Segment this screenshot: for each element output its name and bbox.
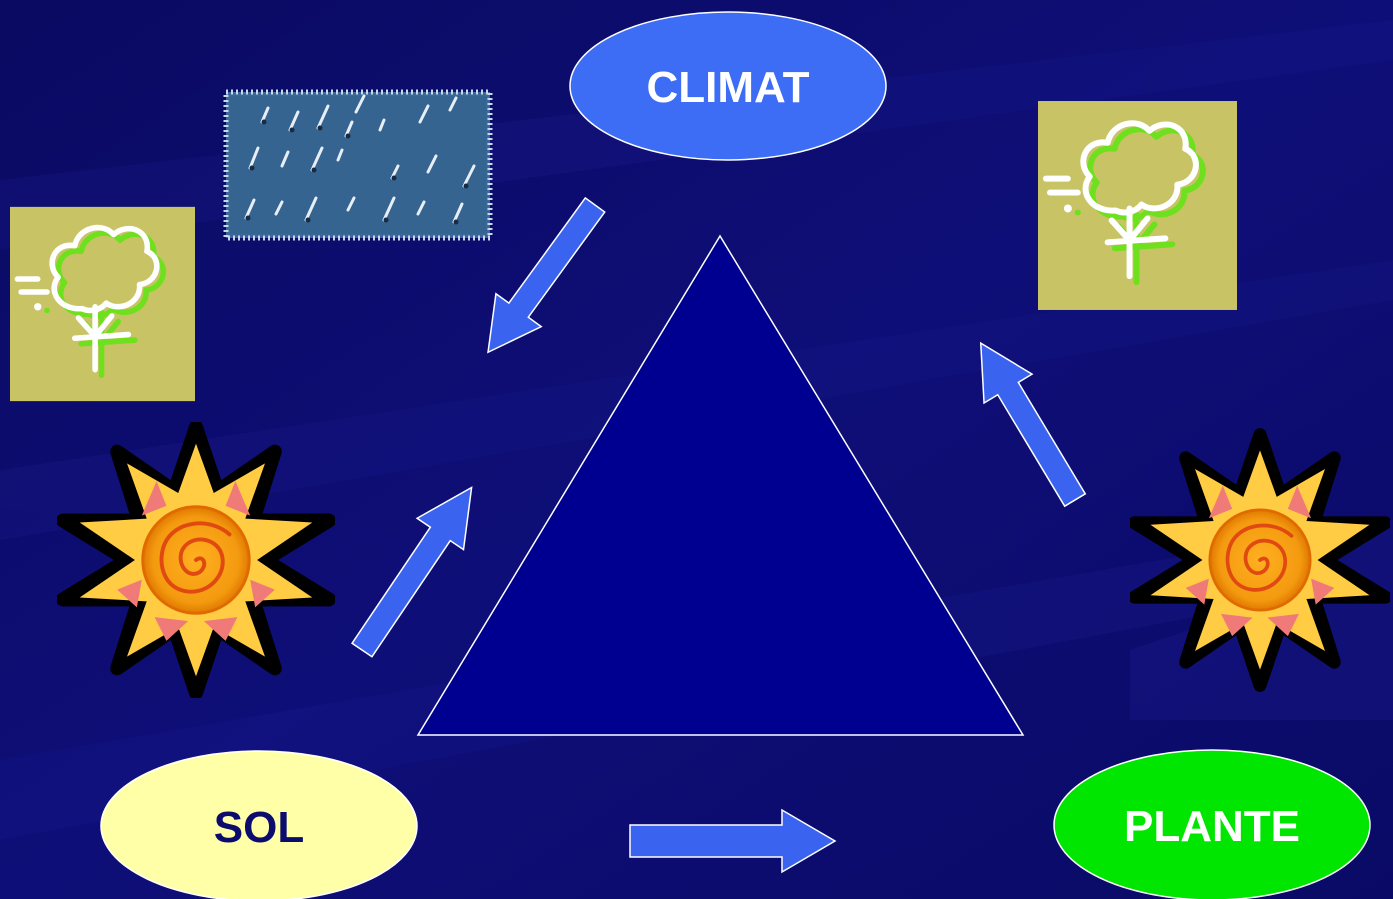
sol-ellipse xyxy=(100,750,418,899)
arrow-sol-to-center xyxy=(351,486,473,658)
rain-icon xyxy=(223,89,493,241)
plante-label: PLANTE xyxy=(1124,802,1300,851)
sol-label: SOL xyxy=(214,803,304,852)
tree-icon xyxy=(10,207,195,401)
climat-label: CLIMAT xyxy=(647,63,810,112)
arrow-plante-to-tree xyxy=(979,341,1087,508)
node-climat: CLIMAT xyxy=(569,11,887,161)
node-plante: PLANTE xyxy=(1053,749,1371,899)
plante-ellipse xyxy=(1053,749,1371,899)
node-sol: SOL xyxy=(100,750,418,899)
arrow-climat-to-center xyxy=(487,196,606,354)
climat-ellipse xyxy=(569,11,887,161)
central-triangle xyxy=(416,234,1025,736)
tree-icon xyxy=(1038,101,1237,310)
arrow-sol-to-plante xyxy=(629,808,837,874)
